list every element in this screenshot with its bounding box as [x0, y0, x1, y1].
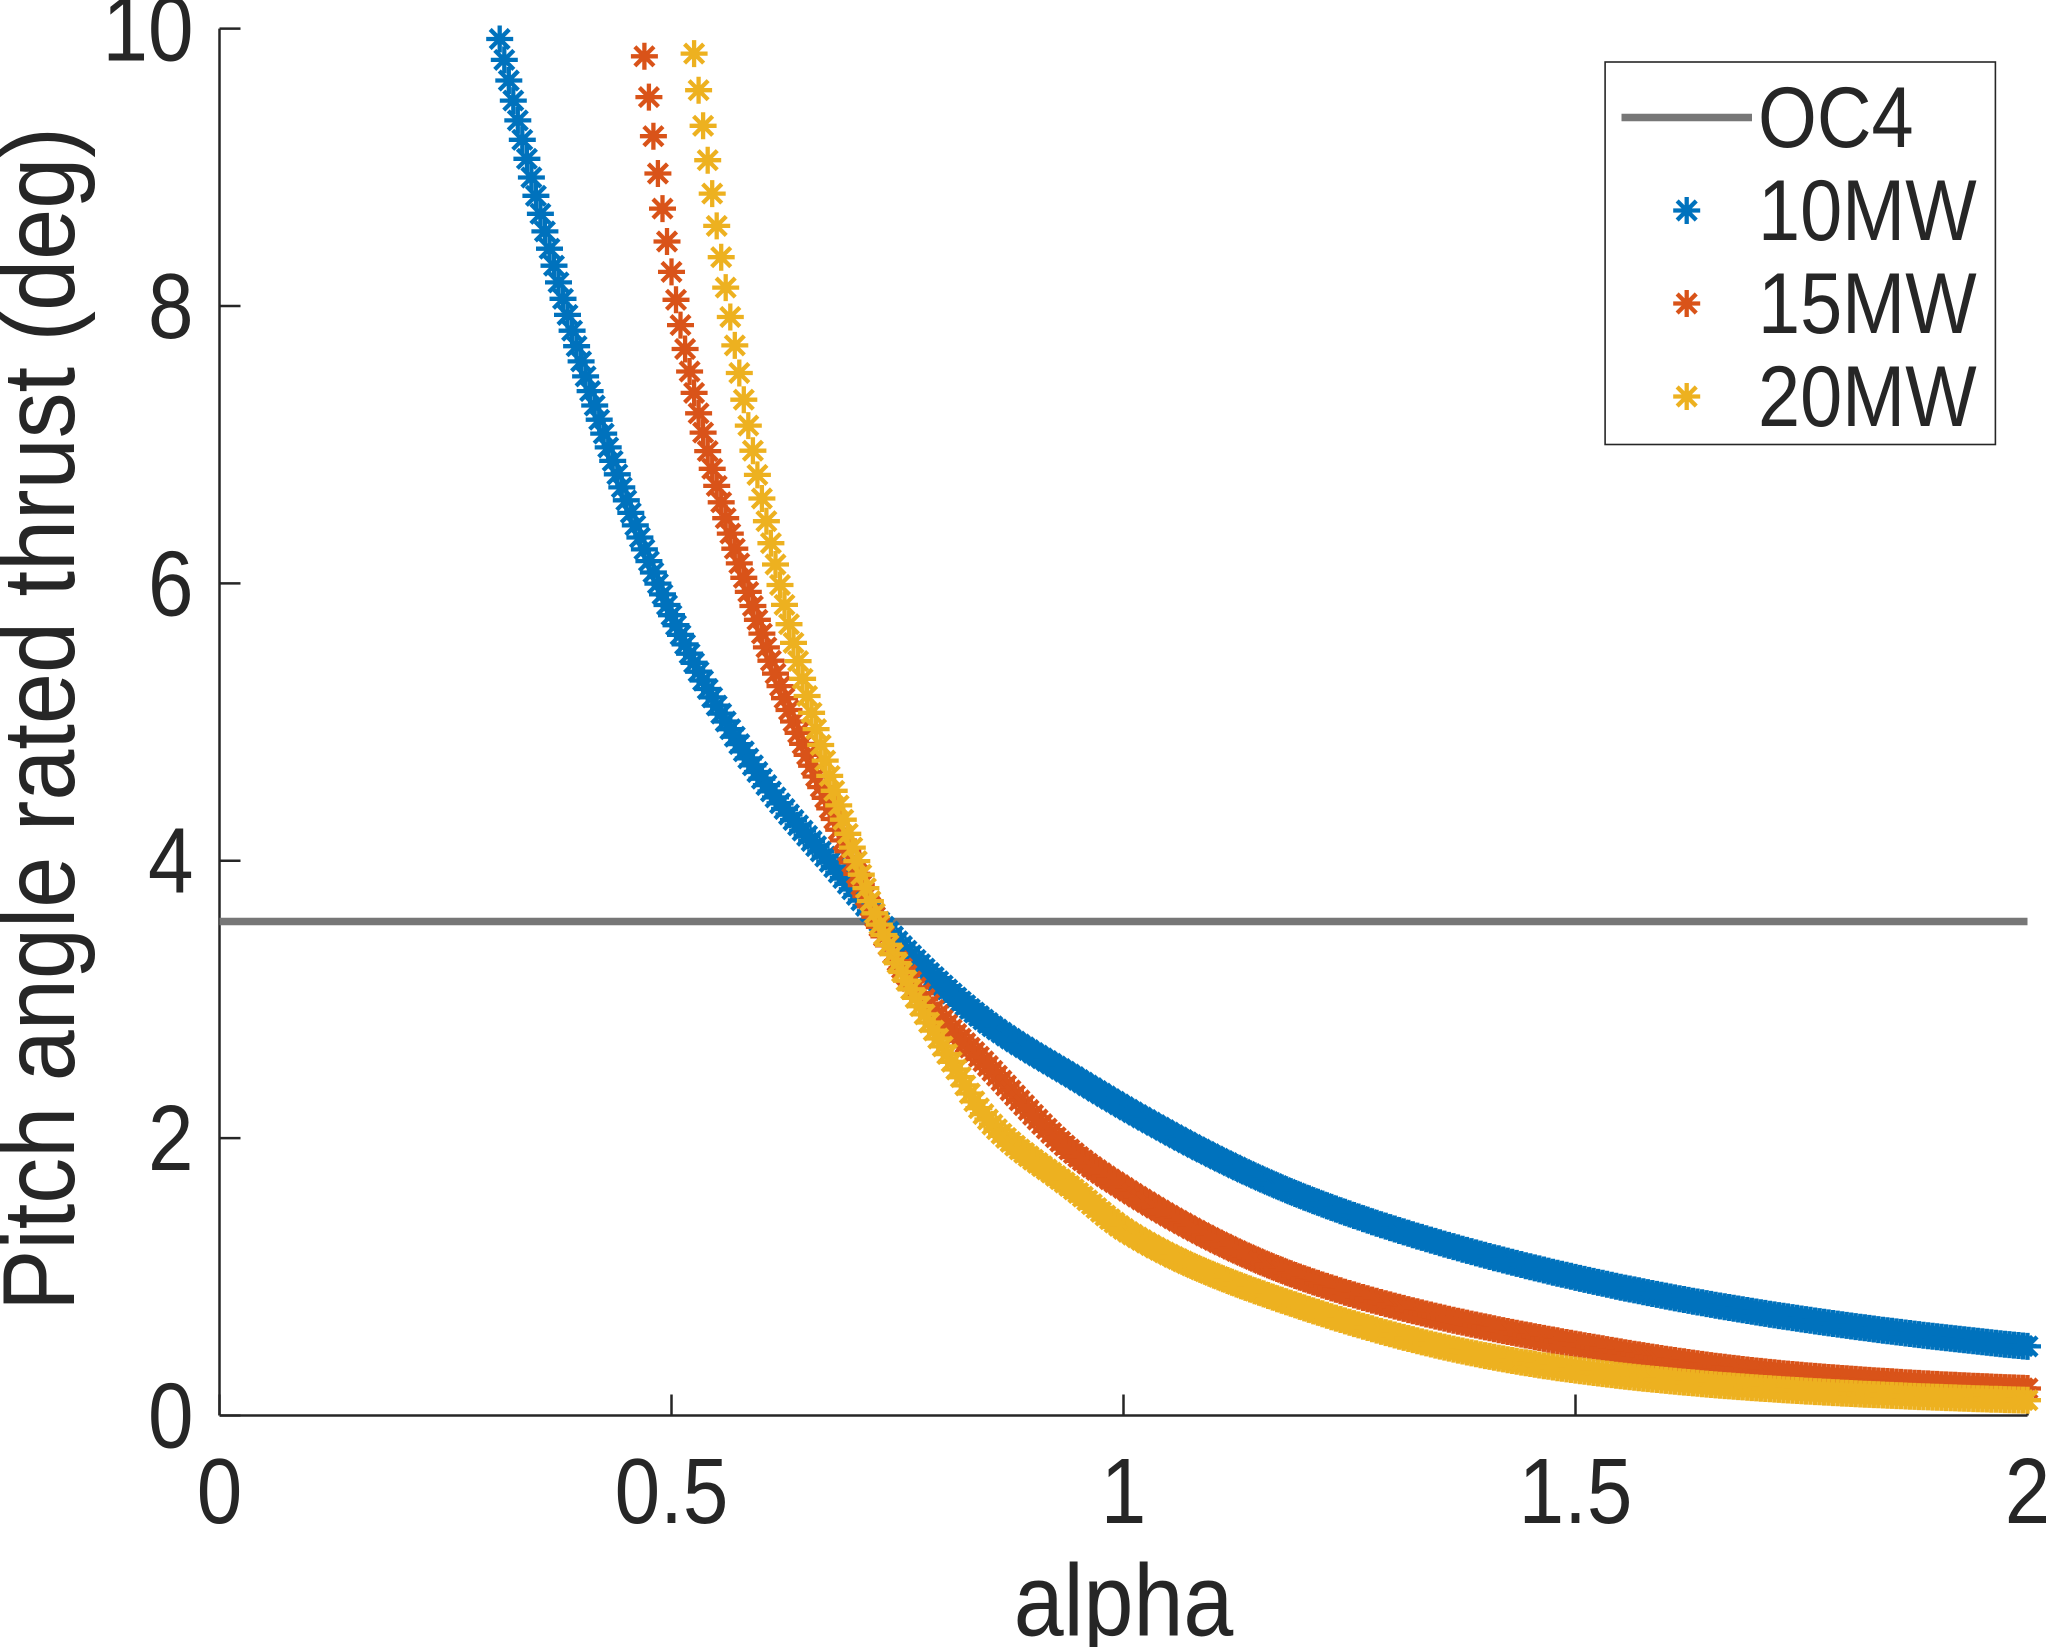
svg-text:10MW: 10MW	[1758, 164, 1977, 260]
svg-text:6: 6	[148, 532, 194, 636]
svg-text:10: 10	[102, 0, 193, 81]
svg-text:8: 8	[148, 254, 194, 358]
svg-text:4: 4	[148, 809, 194, 913]
svg-text:alpha: alpha	[1014, 1544, 1234, 1647]
svg-text:0.5: 0.5	[615, 1439, 729, 1543]
svg-text:2: 2	[2005, 1439, 2046, 1543]
svg-text:1: 1	[1101, 1439, 1147, 1543]
svg-text:1.5: 1.5	[1519, 1439, 1633, 1543]
svg-text:0: 0	[197, 1439, 243, 1543]
svg-text:20MW: 20MW	[1758, 350, 1977, 446]
svg-text:0: 0	[148, 1364, 194, 1468]
svg-text:Pitch angle rated thrust (deg): Pitch angle rated thrust (deg)	[0, 127, 96, 1311]
svg-text:15MW: 15MW	[1758, 257, 1977, 353]
svg-text:2: 2	[148, 1086, 194, 1190]
svg-text:OC4: OC4	[1758, 71, 1914, 167]
